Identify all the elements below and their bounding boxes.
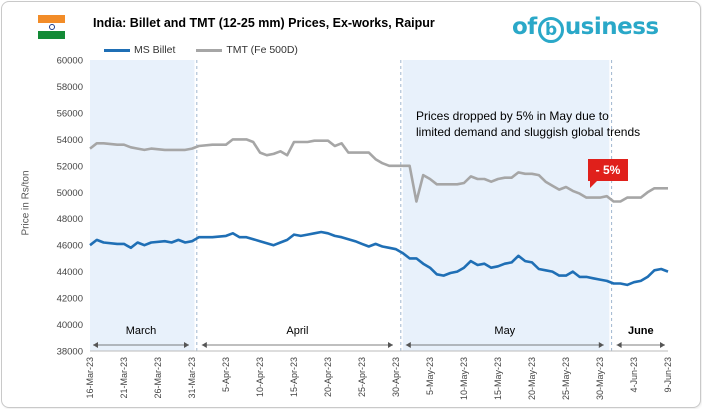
month-range-arrow-left-march xyxy=(93,342,98,348)
x-tick-label: 26-Mar-23 xyxy=(153,357,163,399)
y-tick-label: 58000 xyxy=(57,82,83,93)
month-label-june: June xyxy=(628,325,654,337)
month-band-may xyxy=(402,60,610,351)
x-tick-label: 5-Apr-23 xyxy=(221,357,231,392)
y-tick-label: 54000 xyxy=(57,135,83,146)
chart-title: India: Billet and TMT (12-25 mm) Prices,… xyxy=(93,16,435,30)
y-tick-label: 42000 xyxy=(57,294,83,305)
month-band-march xyxy=(90,60,195,351)
month-label-april: April xyxy=(286,325,308,337)
y-tick-label: 46000 xyxy=(57,241,83,252)
x-tick-label: 21-Mar-23 xyxy=(119,357,129,399)
series-line-tmt xyxy=(89,138,668,203)
x-tick-label: 15-May-23 xyxy=(493,357,503,400)
x-tick-label: 4-Jun-23 xyxy=(629,357,639,393)
chart-legend: MS Billet TMT (Fe 500D) xyxy=(104,44,316,56)
legend-label-billet: MS Billet xyxy=(134,44,176,56)
month-range-arrow-left-may xyxy=(405,342,411,348)
y-tick-label: 38000 xyxy=(57,347,83,358)
series-line-ms-billet xyxy=(89,230,669,287)
drop-badge: - 5% xyxy=(588,159,628,181)
month-label-may: May xyxy=(494,325,515,337)
x-tick-label: 10-Apr-23 xyxy=(255,357,265,397)
india-flag-icon xyxy=(38,15,65,39)
month-range-arrow-right-april xyxy=(388,342,393,348)
ofbusiness-logo: of b usiness xyxy=(512,14,659,43)
month-range-arrow-right-june xyxy=(660,342,665,348)
y-tick-label: 40000 xyxy=(57,320,83,331)
legend-item-tmt: TMT (Fe 500D) xyxy=(196,44,298,56)
annotation-text: Prices dropped by 5% in May due to limit… xyxy=(416,109,641,139)
y-tick-label: 44000 xyxy=(57,267,83,278)
y-tick-label: 60000 xyxy=(57,56,83,67)
x-tick-label: 15-Apr-23 xyxy=(289,357,299,397)
y-tick-label: 50000 xyxy=(57,188,83,199)
x-tick-label: 30-May-23 xyxy=(595,357,605,400)
legend-swatch-tmt xyxy=(196,48,223,52)
x-tick-label: 16-Mar-23 xyxy=(85,357,95,399)
x-tick-label: 9-Jun-23 xyxy=(663,357,673,393)
month-range-arrow-left-april xyxy=(201,342,207,348)
legend-label-tmt: TMT (Fe 500D) xyxy=(226,44,298,56)
logo-b-ring: b xyxy=(537,17,564,43)
x-tick-label: 20-May-23 xyxy=(527,357,537,400)
x-tick-label: 10-May-23 xyxy=(459,357,469,400)
month-range-arrow-right-may xyxy=(598,342,604,348)
x-tick-label: 25-May-23 xyxy=(561,357,571,400)
month-label-march: March xyxy=(126,325,157,337)
badge-pointer xyxy=(590,180,598,188)
y-tick-label: 52000 xyxy=(57,161,83,172)
legend-item-billet: MS Billet xyxy=(104,44,175,56)
x-tick-label: 20-Apr-23 xyxy=(323,357,333,397)
x-tick-label: 31-Mar-23 xyxy=(187,357,197,399)
logo-text-usiness: usiness xyxy=(564,14,659,40)
month-range-arrow-right-march xyxy=(184,342,189,348)
y-tick-label: 56000 xyxy=(57,108,83,119)
y-tick-label: 48000 xyxy=(57,214,83,225)
legend-swatch-billet xyxy=(104,48,130,52)
x-tick-label: 25-Apr-23 xyxy=(357,357,367,397)
x-tick-label: 30-Apr-23 xyxy=(391,357,401,397)
x-tick-label: 5-May-23 xyxy=(425,357,435,395)
month-range-arrow-left-june xyxy=(616,342,622,348)
logo-text-of: of xyxy=(512,14,537,40)
